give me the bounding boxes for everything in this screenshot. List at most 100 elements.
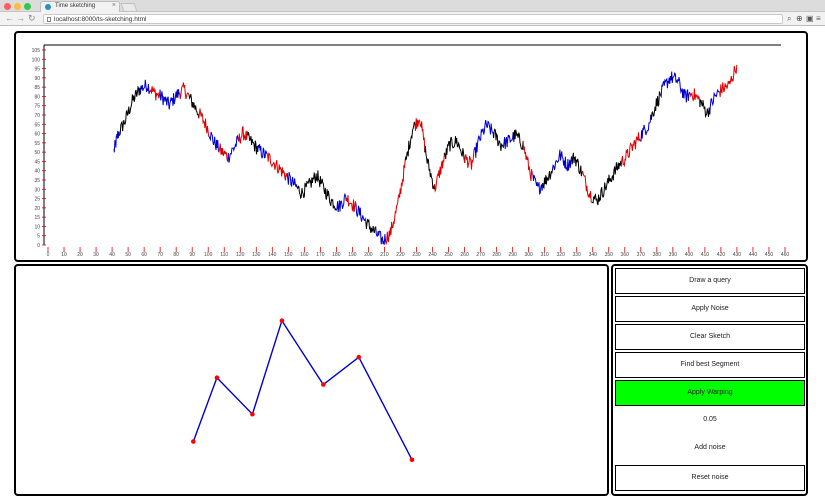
time-series-chart[interactable]: 1051009590858075706560555045403530252015… (16, 33, 806, 260)
y-tick-label: 55 (34, 141, 40, 147)
series-segment (296, 180, 308, 200)
x-tick-label: 330 (573, 252, 582, 258)
x-tick-label: 30 (93, 252, 99, 258)
back-icon[interactable]: ← (5, 13, 14, 23)
sketch-point[interactable] (191, 439, 196, 444)
series-segment (168, 89, 180, 110)
y-tick-label: 15 (34, 215, 40, 221)
x-tick-label: 300 (524, 252, 533, 258)
apply-noise-button[interactable]: Apply Noise (615, 296, 805, 322)
x-tick-label: 240 (428, 252, 437, 258)
x-tick-label: 100 (204, 252, 213, 258)
series-segment (640, 114, 652, 142)
sketch-point[interactable] (356, 354, 362, 360)
y-tick-label: 65 (34, 122, 40, 128)
x-tick-label: 90 (189, 252, 195, 258)
series-segment (542, 168, 553, 190)
series-segment (483, 119, 495, 139)
series-segment (306, 172, 318, 188)
series-segment (316, 170, 327, 200)
x-tick-label: 50 (125, 252, 131, 258)
extension-icon[interactable]: ▣ (806, 14, 814, 23)
clear-sketch-button[interactable]: Clear Sketch (615, 324, 805, 350)
x-tick-label: 110 (220, 252, 228, 258)
browser-titlebar: Time sketching × (0, 0, 825, 12)
close-window-icon[interactable] (4, 3, 11, 10)
x-tick-label: 140 (268, 252, 277, 258)
x-tick-label: 340 (589, 252, 598, 258)
apply-warping-button[interactable]: Apply Warping (615, 380, 805, 406)
x-tick-label: 460 (781, 252, 790, 258)
menu-icon[interactable]: ≡ (816, 14, 821, 23)
series-segment (247, 132, 259, 155)
x-tick-label: 290 (508, 252, 517, 258)
x-tick-label: 170 (316, 252, 325, 258)
series-segment (149, 86, 160, 101)
zoom-icon[interactable]: ⊕ (796, 14, 803, 23)
draw-query-button[interactable]: Draw a query (615, 268, 805, 294)
y-tick-label: 90 (34, 76, 40, 82)
series-segment (552, 149, 563, 171)
minimize-window-icon[interactable] (14, 3, 21, 10)
browser-tab[interactable]: Time sketching × (40, 1, 120, 12)
reload-icon[interactable]: ↻ (28, 13, 36, 23)
sketch-point[interactable] (250, 411, 255, 417)
x-tick-label: 410 (701, 252, 710, 258)
y-tick-label: 45 (34, 159, 40, 165)
x-tick-label: 230 (412, 252, 421, 258)
warping-value: 0.05 (615, 408, 805, 434)
series-segment (188, 93, 200, 119)
x-tick-label: 150 (284, 252, 293, 258)
series-segment (414, 118, 426, 153)
sketch-point[interactable] (279, 318, 285, 324)
sketch-canvas[interactable] (16, 266, 607, 494)
x-tick-label: 180 (332, 252, 341, 258)
series-segment (276, 164, 288, 181)
x-tick-label: 210 (380, 252, 389, 258)
x-tick-label: 0 (47, 252, 50, 258)
new-tab-button[interactable] (120, 3, 138, 12)
x-tick-label: 350 (605, 252, 614, 258)
y-tick-label: 105 (32, 48, 41, 54)
address-bar[interactable]: localhost:8000/ts-sketching.html (43, 14, 783, 24)
x-tick-label: 60 (141, 252, 147, 258)
series-segment (375, 226, 386, 245)
x-tick-label: 40 (109, 252, 115, 258)
x-tick-label: 280 (492, 252, 501, 258)
x-tick-label: 70 (157, 252, 163, 258)
x-tick-label: 390 (669, 252, 678, 258)
sketch-line (192, 319, 413, 461)
search-icon[interactable]: ⌕ (787, 14, 792, 23)
y-tick-label: 80 (34, 94, 40, 100)
series-segment (630, 132, 642, 151)
y-tick-label: 70 (34, 113, 40, 119)
forward-icon[interactable]: → (16, 13, 25, 23)
maximize-window-icon[interactable] (24, 3, 31, 10)
sketch-point[interactable] (321, 382, 326, 387)
x-tick-label: 380 (653, 252, 662, 258)
series-segment (218, 143, 229, 162)
series-segment (699, 98, 711, 119)
series-segment (443, 136, 455, 159)
series-segment (257, 144, 268, 159)
url-text: localhost:8000/ts-sketching.html (54, 16, 147, 23)
sketch-point[interactable] (214, 375, 220, 381)
series-segment (522, 140, 534, 182)
add-noise-level[interactable]: Add noise (615, 436, 805, 462)
series-segment (493, 128, 504, 151)
reset-noise-button[interactable]: Reset noise (615, 465, 805, 491)
x-tick-label: 120 (236, 252, 245, 258)
series-segment (581, 170, 593, 203)
series-segment (355, 204, 367, 222)
x-tick-label: 310 (541, 252, 550, 258)
tab-close-icon[interactable]: × (111, 2, 116, 9)
sketch-canvas-panel[interactable] (14, 264, 609, 496)
sketch-point[interactable] (409, 457, 415, 463)
series-segment (113, 130, 121, 153)
find-best-segment-button[interactable]: Find best Segment (615, 352, 805, 378)
y-tick-label: 20 (34, 206, 40, 212)
series-segment (601, 174, 612, 198)
series-segment (424, 146, 436, 190)
series-segment (237, 126, 249, 144)
series-segment (669, 71, 681, 88)
